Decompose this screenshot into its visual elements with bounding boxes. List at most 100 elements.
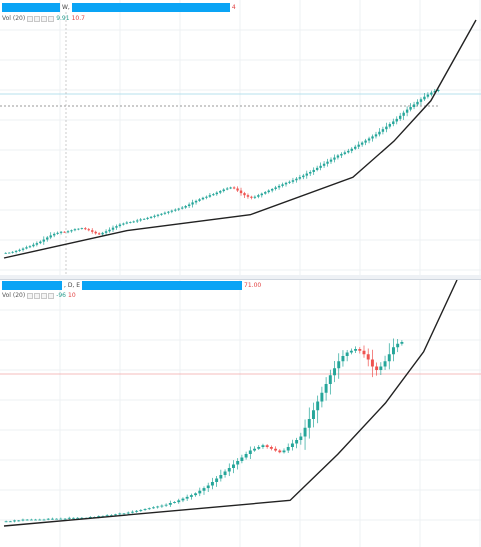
bottom-candle-body xyxy=(51,519,54,520)
bottom-candle-body xyxy=(194,493,197,495)
top-candle-body xyxy=(122,224,124,225)
top-candle-body xyxy=(32,245,34,247)
bottom-candle-body xyxy=(207,486,210,489)
top-candle-body xyxy=(50,235,52,237)
bottom-volume-legend: Vol (20) -96 1๟0 xyxy=(2,292,76,299)
bottom-candle-body xyxy=(337,361,340,368)
bottom-candle-body xyxy=(299,437,302,441)
top-candle-body xyxy=(8,253,10,254)
top-candle-body xyxy=(181,208,183,209)
bottom-chart-panel[interactable]: , D, E 71.00 Vol (20) -96 1๟0 xyxy=(0,279,481,547)
bottom-candle-body xyxy=(152,507,155,508)
bottom-vol-value-1: -96 xyxy=(56,292,66,299)
top-candle-body xyxy=(243,193,245,195)
top-candle-body xyxy=(250,197,252,198)
top-candle-body xyxy=(191,202,193,204)
top-candle-body xyxy=(330,160,332,162)
top-candle-body xyxy=(257,195,259,197)
top-candle-body xyxy=(112,228,114,230)
top-legend-eye-button[interactable] xyxy=(27,16,33,22)
bottom-chart-svg[interactable] xyxy=(0,280,481,547)
bottom-candle-body xyxy=(308,419,311,428)
bottom-candle-body xyxy=(135,511,138,512)
top-candle-body xyxy=(389,124,391,127)
top-candle-body xyxy=(226,188,228,189)
top-candle-body xyxy=(167,212,169,213)
top-candle-body xyxy=(174,210,176,211)
top-candle-body xyxy=(157,215,159,216)
top-candle-body xyxy=(229,187,231,188)
top-candle-body xyxy=(188,204,190,206)
bottom-candle-body xyxy=(177,500,180,502)
top-vol-label: Vol (20) xyxy=(2,15,25,22)
top-legend-buttons[interactable] xyxy=(27,16,54,22)
top-candle-body xyxy=(25,247,27,248)
bottom-candle-body xyxy=(240,458,243,462)
bottom-vol-label: Vol (20) xyxy=(2,292,25,299)
bottom-candle-body xyxy=(47,519,50,520)
bottom-candle-body xyxy=(325,384,328,393)
top-candle-body xyxy=(143,219,145,220)
bottom-candle-body xyxy=(13,521,16,522)
top-title-redaction xyxy=(72,3,230,12)
top-legend-settings-button[interactable] xyxy=(34,16,40,22)
bottom-legend-remove-button[interactable] xyxy=(41,293,47,299)
top-legend-remove-button[interactable] xyxy=(41,16,47,22)
top-candle-body xyxy=(423,97,425,100)
top-candle-body xyxy=(94,232,96,234)
bottom-candle-body xyxy=(203,488,206,491)
bottom-legend-more-button[interactable] xyxy=(48,293,54,299)
top-candle-body xyxy=(319,166,321,168)
top-candle-body xyxy=(74,229,76,230)
top-candle-body xyxy=(70,230,72,231)
top-candle-body xyxy=(420,99,422,102)
top-chart-panel[interactable]: W, 4 Vol (20) 9.91 10.7 xyxy=(0,0,481,275)
bottom-candle-body xyxy=(232,465,235,469)
top-candle-body xyxy=(205,197,207,198)
bottom-candle-body xyxy=(371,360,374,367)
bottom-candle-body xyxy=(43,520,46,521)
bottom-legend-buttons[interactable] xyxy=(27,293,54,299)
top-legend-more-button[interactable] xyxy=(48,16,54,22)
bottom-candle-body xyxy=(283,451,286,453)
bottom-candle-body xyxy=(123,514,126,515)
top-candle-body xyxy=(354,147,356,149)
top-candle-body xyxy=(285,183,287,185)
bottom-legend-eye-button[interactable] xyxy=(27,293,33,299)
top-candle-body xyxy=(347,151,349,153)
bottom-candle-body xyxy=(131,512,134,513)
top-candle-body xyxy=(178,209,180,210)
top-candle-body xyxy=(129,222,131,223)
bottom-candle-body xyxy=(228,468,231,472)
bottom-vol-value-2: 1๟0 xyxy=(68,292,76,299)
top-chart-svg[interactable] xyxy=(0,0,481,275)
bottom-header-end: 71.00 xyxy=(244,282,261,289)
top-candle-body xyxy=(91,230,93,232)
top-candle-body xyxy=(171,211,173,212)
top-vol-value-1: 9.91 xyxy=(56,15,69,22)
top-candle-body xyxy=(351,149,353,151)
top-candle-body xyxy=(22,249,24,250)
bottom-candle-body xyxy=(396,344,399,348)
bottom-candle-body xyxy=(287,447,290,451)
bottom-legend-settings-button[interactable] xyxy=(34,293,40,299)
bottom-candle-body xyxy=(253,449,256,451)
bottom-candle-body xyxy=(363,351,366,355)
top-candle-body xyxy=(312,170,314,172)
top-candle-body xyxy=(133,221,135,222)
top-candle-body xyxy=(344,152,346,154)
top-candle-body xyxy=(268,191,270,193)
top-candle-body xyxy=(153,216,155,217)
bottom-candle-body xyxy=(312,410,315,419)
bottom-candle-body xyxy=(291,444,294,448)
bottom-candle-body xyxy=(55,519,58,520)
bottom-candle-body xyxy=(190,495,193,497)
bottom-candle-body xyxy=(26,520,29,521)
top-candle-body xyxy=(184,206,186,208)
top-candle-body xyxy=(309,172,311,174)
bottom-candle-body xyxy=(173,502,176,503)
top-candle-body xyxy=(63,232,65,233)
top-candle-body xyxy=(375,134,377,136)
bottom-chart-header: , D, E 71.00 xyxy=(2,281,261,290)
bottom-candle-body xyxy=(219,475,222,479)
